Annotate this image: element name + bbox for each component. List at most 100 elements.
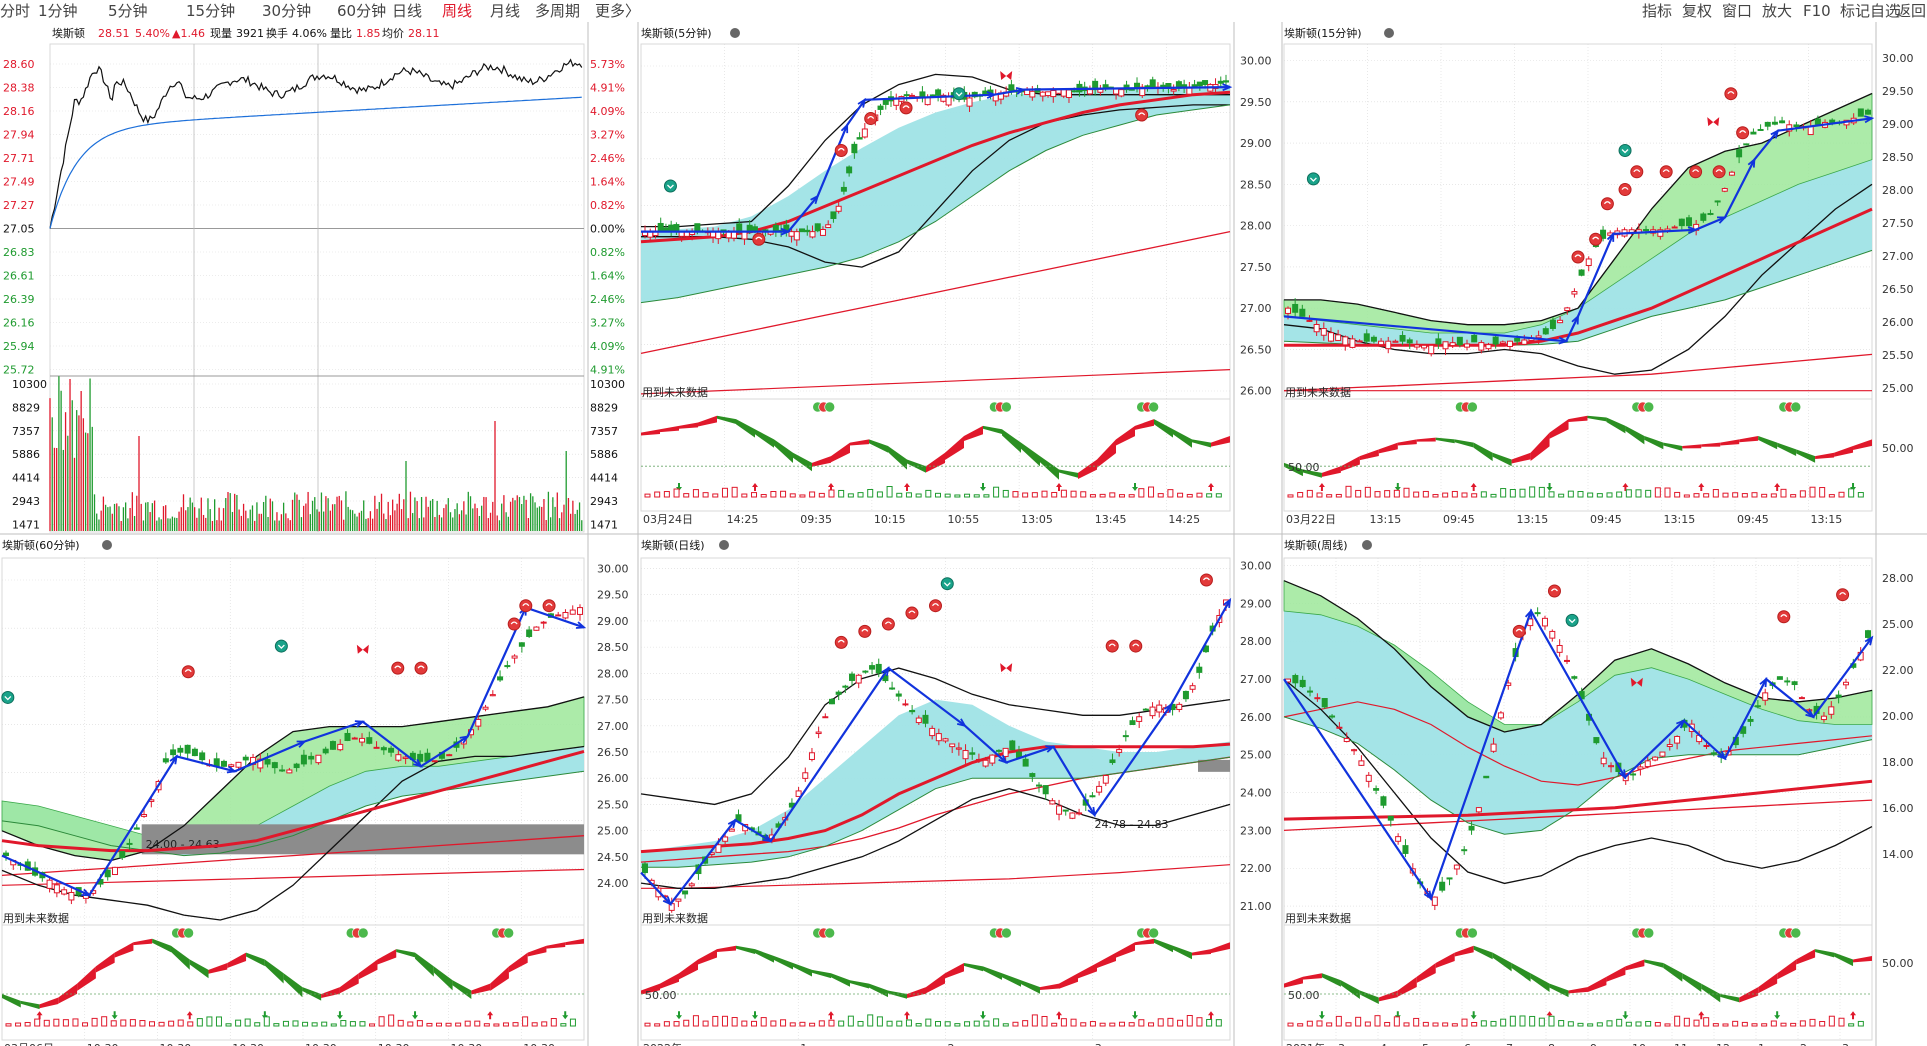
candle-body	[1762, 692, 1769, 701]
x-label: 5	[1422, 1042, 1429, 1046]
price-tick: 23.00	[1240, 824, 1272, 837]
candle-body	[882, 99, 889, 105]
ribbon-segment	[1473, 945, 1493, 960]
mini-bar	[168, 1020, 175, 1027]
ribbon-segment	[1473, 442, 1493, 462]
signal-red-icon-mark	[1692, 169, 1700, 173]
mini-bar	[1384, 1021, 1391, 1027]
ribbon-segment	[907, 987, 926, 998]
mini-bar	[1031, 492, 1038, 498]
arrow-down-icon	[1622, 1011, 1629, 1020]
toolbar-tool-5[interactable]: 标记	[1840, 2, 1871, 20]
mini-bar	[789, 1022, 796, 1027]
x-label: 03月06日	[4, 1042, 54, 1046]
zigzag-arrow	[1687, 226, 1698, 235]
mini-bar	[1490, 1020, 1497, 1027]
signal-teal-icon	[1618, 144, 1632, 157]
mini-bar	[770, 1020, 777, 1027]
panel-menu-icon[interactable]	[1384, 28, 1394, 38]
price-tick: 27.00	[597, 720, 629, 733]
ribbon-segment	[1435, 437, 1455, 444]
x-label: 10:30	[523, 1042, 555, 1046]
candle-body	[793, 231, 800, 241]
period-tab-8[interactable]: 月线	[490, 2, 521, 20]
vol-tick-r: 2943	[590, 495, 618, 508]
price-tick: 25.00	[597, 825, 629, 838]
mini-bar	[1022, 492, 1029, 498]
range-block	[141, 824, 584, 855]
panel-menu-icon[interactable]	[730, 28, 740, 38]
candle-body	[802, 772, 809, 779]
candle-body	[1857, 108, 1864, 117]
toolbar-tool-1[interactable]: 复权	[1682, 2, 1713, 20]
signal-teal-icon-mark	[4, 696, 12, 701]
panel-title: 埃斯顿(15分钟)	[1284, 26, 1362, 40]
panel-title: 埃斯顿(日线)	[641, 538, 705, 552]
mini-bar	[1157, 1018, 1164, 1027]
candle-body	[688, 883, 695, 887]
arrow-down-icon	[1470, 1011, 1477, 1020]
right-tick: 27.50	[1882, 217, 1914, 230]
signal-red-icon-mark	[1839, 592, 1847, 596]
period-tab-9[interactable]: 多周期	[535, 2, 581, 20]
ribbon-segment	[1097, 439, 1116, 468]
zigzag-arrow	[1770, 128, 1780, 139]
ribbon-segment	[1116, 942, 1135, 958]
mini-bar	[1529, 1015, 1536, 1027]
panel-menu-icon[interactable]	[1362, 540, 1372, 550]
x-label: 6	[1464, 1042, 1471, 1046]
candle-body	[1492, 336, 1499, 345]
signal-red-icon-mark	[932, 603, 939, 607]
period-tab-1[interactable]: 1分钟	[38, 2, 78, 20]
mini-bar	[1118, 1021, 1125, 1027]
candle-body	[949, 743, 956, 748]
toolbar-tool-6[interactable]: 自选	[1870, 2, 1901, 20]
zigzag-arrow	[727, 818, 737, 829]
arrow-up-icon	[1208, 1011, 1214, 1020]
candle-body	[1306, 319, 1313, 322]
mini-bar	[1635, 1021, 1642, 1027]
ind-frame	[640, 924, 1231, 1041]
candle-body	[982, 759, 989, 767]
period-tab-5[interactable]: 60分钟	[337, 2, 387, 20]
mini-bar	[1780, 488, 1787, 498]
mini-bar	[702, 492, 709, 498]
signal-red-icon	[905, 606, 919, 620]
toolbar-tool-3[interactable]: 放大	[1762, 2, 1793, 20]
candle-body	[855, 674, 862, 684]
mini-bar	[1558, 493, 1565, 498]
ribbon-segment	[20, 1000, 40, 1010]
toolbar-tool-4[interactable]: F10	[1803, 2, 1831, 20]
mini-bar	[483, 1023, 490, 1027]
mini-bar	[886, 486, 893, 498]
period-tab-3[interactable]: 15分钟	[186, 2, 236, 20]
toolbar-tool-7[interactable]: 返回	[1896, 2, 1927, 20]
zigzag-arrow	[1087, 806, 1096, 817]
candle-body	[1189, 685, 1196, 690]
ind-frame	[1283, 924, 1873, 1041]
mini-bar	[1306, 1020, 1313, 1027]
toolbar-tool-0[interactable]: 指标	[1642, 2, 1673, 20]
period-tab-0[interactable]: 分时	[0, 2, 31, 20]
right-tick-weekly: 14.00	[1882, 848, 1914, 861]
period-tab-7[interactable]: 周线	[442, 2, 473, 20]
ribbon-segment	[1078, 459, 1097, 480]
candle-body	[995, 749, 1002, 752]
mini-bar	[1703, 493, 1710, 498]
period-tab-10[interactable]: 更多〉	[595, 2, 641, 20]
ma-line-main	[1283, 779, 1873, 821]
period-tab-6[interactable]: 日线	[392, 2, 423, 20]
boll-lower	[1283, 678, 1873, 885]
toolbar-tool-2[interactable]: 窗口	[1722, 2, 1753, 20]
mini-bar	[673, 1021, 680, 1027]
period-tab-4[interactable]: 30分钟	[262, 2, 312, 20]
boll-lower	[640, 788, 1231, 889]
mini-bar	[1206, 1018, 1213, 1027]
change-pct: 5.40%	[135, 27, 170, 40]
mini-bar	[1051, 491, 1058, 498]
panel-menu-icon[interactable]	[102, 540, 112, 550]
mini-bar	[1645, 489, 1652, 498]
signal-badge-icon	[1001, 927, 1012, 939]
panel-menu-icon[interactable]	[719, 540, 729, 550]
period-tab-2[interactable]: 5分钟	[108, 2, 148, 20]
